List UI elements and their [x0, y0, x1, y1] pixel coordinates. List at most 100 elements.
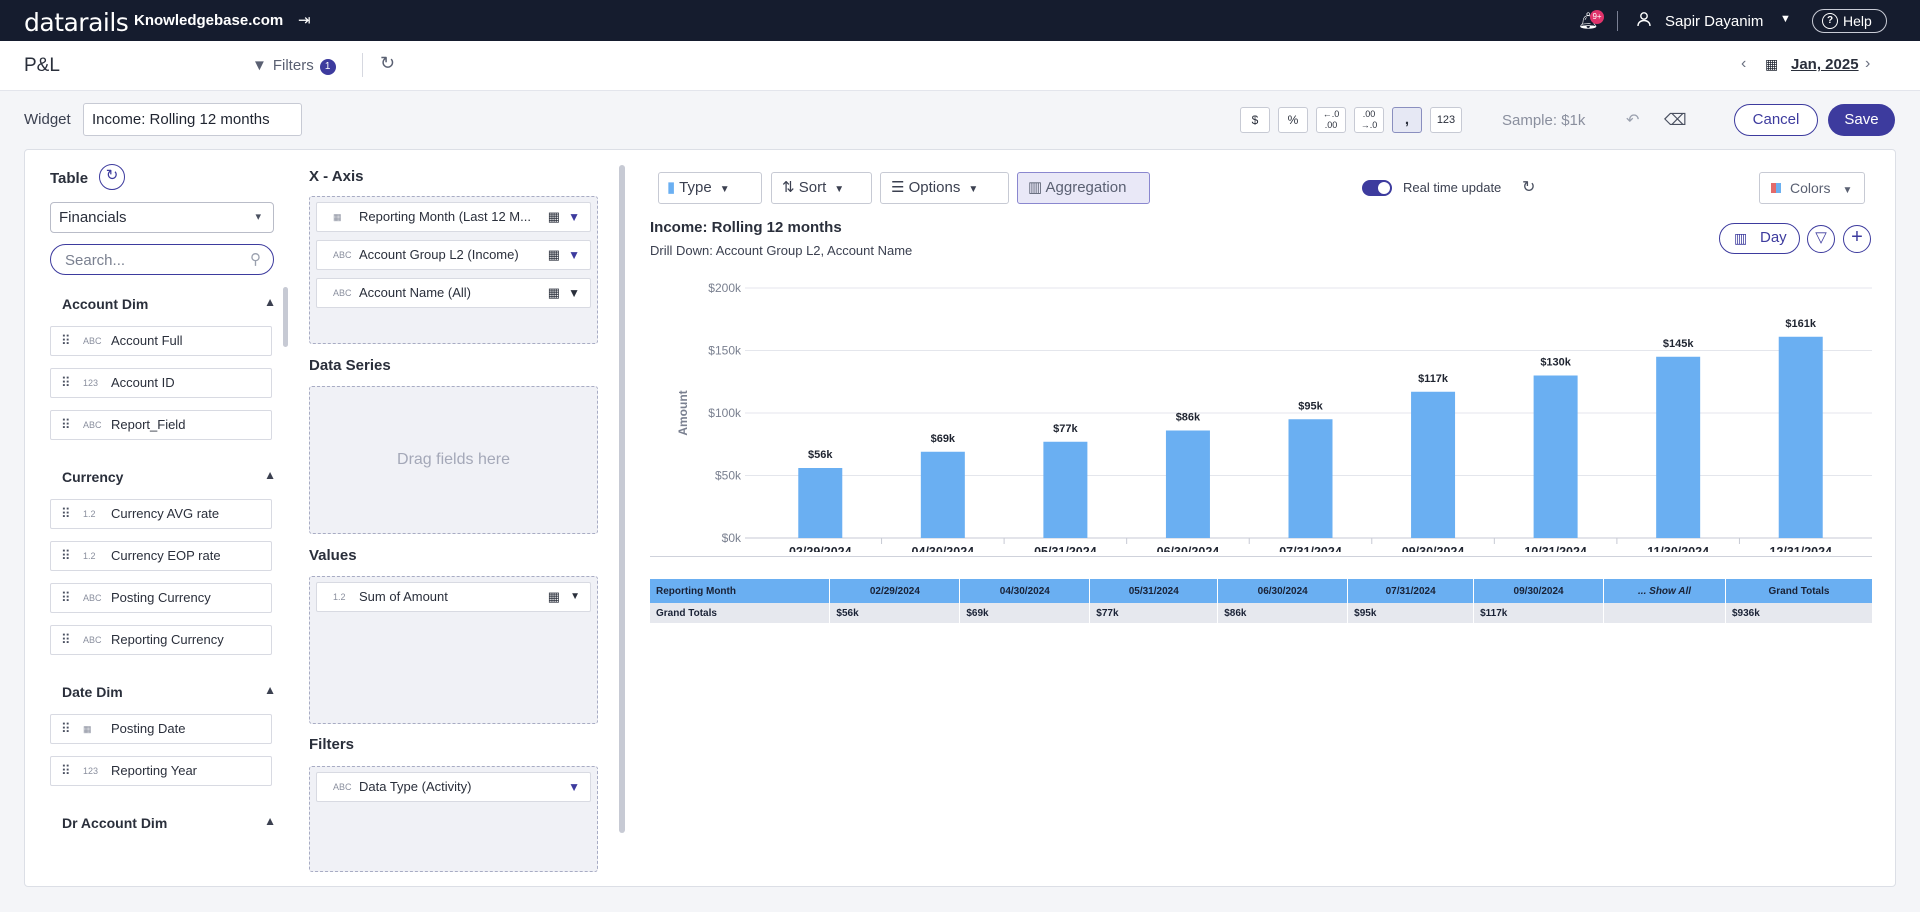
drag-handle-icon[interactable]: ⠿ [61, 632, 70, 647]
scrollbar[interactable] [619, 165, 625, 833]
chevron-down-icon[interactable]: ▼ [570, 591, 580, 602]
colors-dropdown[interactable]: Colors ▼ [1759, 172, 1865, 204]
chevron-down-icon: ▼ [968, 184, 979, 195]
field-item[interactable]: ⠿ 123 Reporting Year [50, 756, 272, 786]
filter-icon[interactable]: ▼ [568, 780, 580, 794]
widget-name-input[interactable] [83, 103, 302, 136]
xaxis-field[interactable]: ABC Account Group L2 (Income) ▦ ▼ [316, 240, 591, 270]
data-series-dropzone[interactable]: Drag fields here [309, 386, 598, 534]
help-button[interactable]: ? Help [1812, 9, 1887, 33]
drag-handle-icon[interactable]: ⠿ [61, 417, 70, 432]
x-tick-label[interactable]: 11/30/2024 [1647, 545, 1709, 552]
date-picker[interactable]: Jan, 2025 [1791, 56, 1859, 73]
field-item[interactable]: ⠿ ABC Posting Currency [50, 583, 272, 613]
field-group-header[interactable]: Currency ▲ [50, 460, 286, 494]
field-search[interactable]: ⚲ [50, 244, 274, 275]
filters-dropzone[interactable]: ABC Data Type (Activity) ▼ [309, 766, 598, 872]
table-header-cell[interactable]: ... Show All [1603, 579, 1726, 603]
field-item[interactable]: ⠿ ABC Report_Field [50, 410, 272, 440]
drag-handle-icon[interactable]: ⠿ [61, 721, 70, 736]
xaxis-field[interactable]: ▦ Reporting Month (Last 12 M... ▦ ▼ [316, 202, 591, 232]
datarails-logo[interactable]: datarails [24, 8, 129, 37]
field-group-header[interactable]: Dr Account Dim ▲ [50, 806, 286, 840]
currency-format-button[interactable]: $ [1240, 107, 1270, 133]
values-title: Values [309, 547, 357, 564]
percent-format-button[interactable]: % [1278, 107, 1308, 133]
calculator-icon[interactable]: ▦ [547, 247, 560, 262]
eraser-icon[interactable]: ⌫ [1664, 112, 1687, 129]
filter-field[interactable]: ABC Data Type (Activity) ▼ [316, 772, 591, 802]
chevron-down-icon[interactable]: ▼ [1780, 13, 1791, 25]
x-tick-label[interactable]: 04/30/2024 [912, 545, 975, 552]
table-header-cell: Grand Totals [1725, 579, 1874, 603]
drag-handle-icon[interactable]: ⠿ [61, 590, 70, 605]
field-group-header[interactable]: Date Dim ▲ [50, 675, 286, 709]
filter-icon[interactable]: ▼ [568, 210, 580, 224]
x-tick-label[interactable]: 12/31/2024 [1769, 545, 1832, 552]
chevron-up-icon[interactable]: ▲ [264, 468, 276, 482]
exit-icon[interactable]: ⇥ [298, 12, 311, 29]
user-name[interactable]: Sapir Dayanim [1665, 13, 1764, 30]
values-field[interactable]: 1.2 Sum of Amount ▦ ▼ [316, 582, 591, 612]
filter-button[interactable]: ▽ [1807, 225, 1835, 253]
calculator-icon[interactable]: ▦ [547, 285, 560, 300]
thousands-separator-button[interactable]: , [1392, 107, 1422, 133]
field-item[interactable]: ⠿ 1.2 Currency EOP rate [50, 541, 272, 571]
realtime-toggle[interactable] [1362, 180, 1392, 196]
field-item[interactable]: ⠿ ABC Reporting Currency [50, 625, 272, 655]
filter-icon[interactable]: ▼ [568, 286, 580, 300]
refresh-icon[interactable]: ↻ [1522, 179, 1536, 196]
x-tick-label[interactable]: 02/29/2024 [789, 545, 852, 552]
decrease-decimal-button[interactable]: ←.0 .00 [1316, 107, 1346, 133]
values-dropzone[interactable]: 1.2 Sum of Amount ▦ ▼ [309, 576, 598, 724]
undo-icon[interactable]: ↶ [1626, 112, 1640, 129]
scrollbar[interactable] [283, 287, 288, 347]
aggregation-button[interactable]: ▥ Aggregation [1017, 172, 1150, 204]
x-tick-label[interactable]: 07/31/2024 [1279, 545, 1342, 552]
search-input[interactable] [65, 250, 235, 270]
table-row: Grand Totals $56k $69k $77k $86k $95k $117k $93… [650, 603, 1874, 623]
xaxis-field[interactable]: ABC Account Name (All) ▦ ▼ [316, 278, 591, 308]
add-button[interactable]: + [1843, 225, 1871, 253]
table-cell: $117k [1473, 603, 1605, 623]
chevron-up-icon[interactable]: ▲ [264, 295, 276, 309]
filter-icon[interactable]: ▼ [568, 248, 580, 262]
chevron-up-icon[interactable]: ▲ [264, 814, 276, 828]
chevron-left-icon[interactable]: ‹ [1741, 55, 1747, 72]
drag-handle-icon[interactable]: ⠿ [61, 763, 70, 778]
field-type-icon: ABC [83, 420, 102, 430]
drag-handle-icon[interactable]: ⠿ [61, 333, 70, 348]
field-item[interactable]: ⠿ ABC Account Full [50, 326, 272, 356]
xaxis-dropzone[interactable]: ▦ Reporting Month (Last 12 M... ▦ ▼ ABC … [309, 196, 598, 344]
drag-handle-icon[interactable]: ⠿ [61, 548, 70, 563]
filters-button[interactable]: ▼ Filters 1 [252, 57, 336, 75]
x-tick-label[interactable]: 06/30/2024 [1157, 545, 1220, 552]
user-icon[interactable] [1636, 11, 1652, 27]
sort-dropdown[interactable]: ⇅ Sort ▼ [771, 172, 872, 204]
x-tick-label[interactable]: 05/31/2024 [1034, 545, 1097, 552]
calendar-icon[interactable]: ▦ [1765, 56, 1779, 72]
x-tick-label[interactable]: 09/30/2024 [1402, 545, 1465, 552]
refresh-icon[interactable]: ↻ [380, 53, 396, 73]
calculator-icon[interactable]: ▦ [547, 589, 560, 604]
field-item[interactable]: ⠿ ▦ Posting Date [50, 714, 272, 744]
field-group-header[interactable]: Account Dim ▲ [50, 287, 286, 321]
x-tick-label[interactable]: 10/31/2024 [1524, 545, 1587, 552]
drag-handle-icon[interactable]: ⠿ [61, 375, 70, 390]
calculator-icon[interactable]: ▦ [547, 209, 560, 224]
refresh-icon[interactable]: ↻ [99, 164, 125, 190]
chevron-up-icon[interactable]: ▲ [264, 683, 276, 697]
number-format-button[interactable]: 123 [1430, 107, 1462, 133]
filters-count-badge: 1 [319, 59, 336, 75]
drag-handle-icon[interactable]: ⠿ [61, 506, 70, 521]
increase-decimal-button[interactable]: .00 →.0 [1354, 107, 1384, 133]
save-button[interactable]: Save [1828, 104, 1895, 136]
cancel-button[interactable]: Cancel [1734, 104, 1818, 136]
type-dropdown[interactable]: ▮ Type ▼ [658, 172, 762, 204]
chevron-right-icon[interactable]: › [1865, 55, 1871, 72]
field-item[interactable]: ⠿ 123 Account ID [50, 368, 272, 398]
field-item[interactable]: ⠿ 1.2 Currency AVG rate [50, 499, 272, 529]
day-button[interactable]: ▥ Day [1719, 223, 1800, 254]
options-dropdown[interactable]: ☰ Options ▼ [880, 172, 1009, 204]
table-select[interactable]: Financials ▾ [50, 202, 274, 233]
